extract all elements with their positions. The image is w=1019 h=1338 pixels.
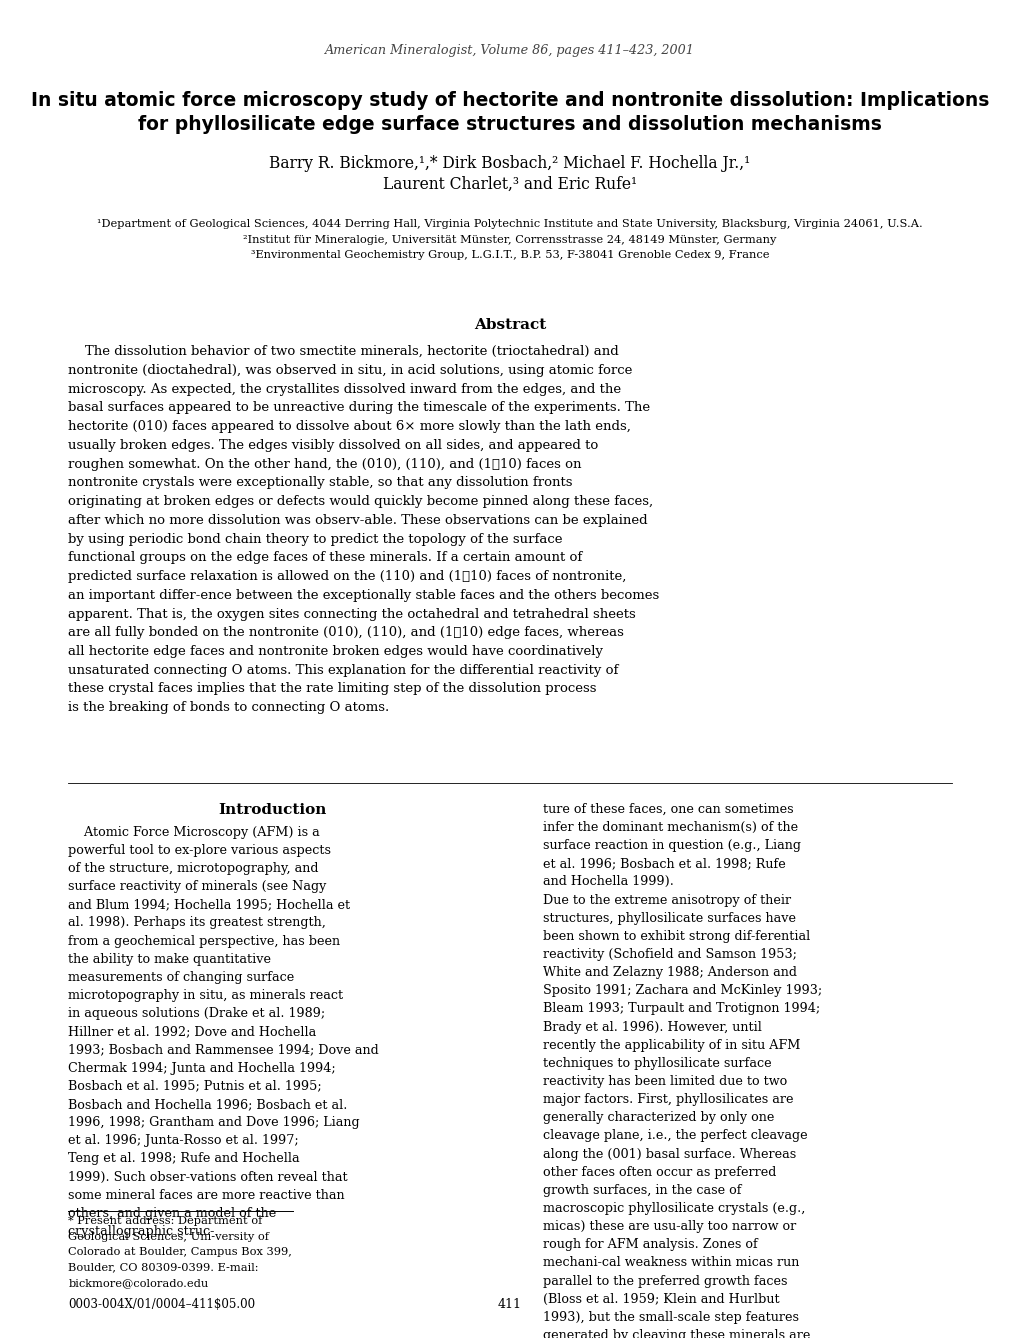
Text: surface reaction in question (e.g., Liang: surface reaction in question (e.g., Lian… bbox=[542, 839, 800, 852]
Text: and Blum 1994; Hochella 1995; Hochella et: and Blum 1994; Hochella 1995; Hochella e… bbox=[68, 898, 351, 911]
Text: by using periodic bond chain theory to predict the topology of the surface: by using periodic bond chain theory to p… bbox=[68, 533, 562, 546]
Text: basal surfaces appeared to be unreactive during the timescale of the experiments: basal surfaces appeared to be unreactive… bbox=[68, 401, 650, 415]
Text: 1996, 1998; Grantham and Dove 1996; Liang: 1996, 1998; Grantham and Dove 1996; Lian… bbox=[68, 1116, 360, 1129]
Text: ¹Department of Geological Sciences, 4044 Derring Hall, Virginia Polytechnic Inst: ¹Department of Geological Sciences, 4044… bbox=[97, 219, 922, 229]
Text: In situ atomic force microscopy study of hectorite and nontronite dissolution: I: In situ atomic force microscopy study of… bbox=[31, 91, 988, 110]
Text: 1993; Bosbach and Rammensee 1994; Dove and: 1993; Bosbach and Rammensee 1994; Dove a… bbox=[68, 1044, 379, 1057]
Text: reactivity (Schofield and Samson 1953;: reactivity (Schofield and Samson 1953; bbox=[542, 947, 796, 961]
Text: Teng et al. 1998; Rufe and Hochella: Teng et al. 1998; Rufe and Hochella bbox=[68, 1152, 300, 1165]
Text: ture of these faces, one can sometimes: ture of these faces, one can sometimes bbox=[542, 803, 793, 816]
Text: mechani-cal weakness within micas run: mechani-cal weakness within micas run bbox=[542, 1256, 798, 1270]
Text: some mineral faces are more reactive than: some mineral faces are more reactive tha… bbox=[68, 1188, 344, 1202]
Text: are all fully bonded on the nontronite (010), (110), and (1͕10) edge faces, wher: are all fully bonded on the nontronite (… bbox=[68, 626, 624, 640]
Text: ²Institut für Mineralogie, Universität Münster, Corrensstrasse 24, 48149 Münster: ²Institut für Mineralogie, Universität M… bbox=[244, 234, 775, 245]
Text: Due to the extreme anisotropy of their: Due to the extreme anisotropy of their bbox=[542, 894, 790, 907]
Text: techniques to phyllosilicate surface: techniques to phyllosilicate surface bbox=[542, 1057, 770, 1070]
Text: surface reactivity of minerals (see Nagy: surface reactivity of minerals (see Nagy bbox=[68, 880, 326, 894]
Text: macroscopic phyllosilicate crystals (e.g.,: macroscopic phyllosilicate crystals (e.g… bbox=[542, 1202, 804, 1215]
Text: originating at broken edges or defects would quickly become pinned along these f: originating at broken edges or defects w… bbox=[68, 495, 653, 508]
Text: Introduction: Introduction bbox=[218, 803, 327, 816]
Text: et al. 1996; Junta-Rosso et al. 1997;: et al. 1996; Junta-Rosso et al. 1997; bbox=[68, 1135, 299, 1147]
Text: White and Zelazny 1988; Anderson and: White and Zelazny 1988; Anderson and bbox=[542, 966, 796, 979]
Text: parallel to the preferred growth faces: parallel to the preferred growth faces bbox=[542, 1275, 787, 1287]
Text: other faces often occur as preferred: other faces often occur as preferred bbox=[542, 1165, 775, 1179]
Text: nontronite (dioctahedral), was observed in situ, in acid solutions, using atomic: nontronite (dioctahedral), was observed … bbox=[68, 364, 632, 377]
Text: * Present address: Department of: * Present address: Department of bbox=[68, 1216, 263, 1227]
Text: roughen somewhat. On the other hand, the (010), (110), and (1͕10) faces on: roughen somewhat. On the other hand, the… bbox=[68, 458, 581, 471]
Text: rough for AFM analysis. Zones of: rough for AFM analysis. Zones of bbox=[542, 1238, 757, 1251]
Text: Bosbach and Hochella 1996; Bosbach et al.: Bosbach and Hochella 1996; Bosbach et al… bbox=[68, 1098, 347, 1111]
Text: after which no more dissolution was observ-able. These observations can be expla: after which no more dissolution was obse… bbox=[68, 514, 647, 527]
Text: Geological Sciences, Uni-versity of: Geological Sciences, Uni-versity of bbox=[68, 1232, 269, 1242]
Text: Atomic Force Microscopy (AFM) is a: Atomic Force Microscopy (AFM) is a bbox=[68, 826, 320, 839]
Text: ³Environmental Geochemistry Group, L.G.I.T., B.P. 53, F-38041 Grenoble Cedex 9, : ³Environmental Geochemistry Group, L.G.I… bbox=[251, 250, 768, 260]
Text: unsaturated connecting O atoms. This explanation for the differential reactivity: unsaturated connecting O atoms. This exp… bbox=[68, 664, 619, 677]
Text: The dissolution behavior of two smectite minerals, hectorite (trioctahedral) and: The dissolution behavior of two smectite… bbox=[68, 345, 619, 359]
Text: for phyllosilicate edge surface structures and dissolution mechanisms: for phyllosilicate edge surface structur… bbox=[138, 115, 881, 134]
Text: been shown to exhibit strong dif-ferential: been shown to exhibit strong dif-ferenti… bbox=[542, 930, 809, 943]
Text: generated by cleaving these minerals are: generated by cleaving these minerals are bbox=[542, 1329, 809, 1338]
Text: major factors. First, phyllosilicates are: major factors. First, phyllosilicates ar… bbox=[542, 1093, 793, 1107]
Text: cleavage plane, i.e., the perfect cleavage: cleavage plane, i.e., the perfect cleava… bbox=[542, 1129, 806, 1143]
Text: Colorado at Boulder, Campus Box 399,: Colorado at Boulder, Campus Box 399, bbox=[68, 1247, 291, 1258]
Text: Chermak 1994; Junta and Hochella 1994;: Chermak 1994; Junta and Hochella 1994; bbox=[68, 1061, 335, 1074]
Text: microscopy. As expected, the crystallites dissolved inward from the edges, and t: microscopy. As expected, the crystallite… bbox=[68, 383, 621, 396]
Text: Abstract: Abstract bbox=[474, 318, 545, 332]
Text: American Mineralogist, Volume 86, pages 411–423, 2001: American Mineralogist, Volume 86, pages … bbox=[325, 44, 694, 58]
Text: apparent. That is, the oxygen sites connecting the octahedral and tetrahedral sh: apparent. That is, the oxygen sites conn… bbox=[68, 607, 636, 621]
Text: micas) these are usu-ally too narrow or: micas) these are usu-ally too narrow or bbox=[542, 1220, 795, 1234]
Text: Boulder, CO 80309-0399. E-mail:: Boulder, CO 80309-0399. E-mail: bbox=[68, 1263, 259, 1272]
Text: Barry R. Bickmore,¹,* Dirk Bosbach,² Michael F. Hochella Jr.,¹: Barry R. Bickmore,¹,* Dirk Bosbach,² Mic… bbox=[269, 155, 750, 171]
Text: these crystal faces implies that the rate limiting step of the dissolution proce: these crystal faces implies that the rat… bbox=[68, 682, 596, 696]
Text: all hectorite edge faces and nontronite broken edges would have coordinatively: all hectorite edge faces and nontronite … bbox=[68, 645, 603, 658]
Text: (Bloss et al. 1959; Klein and Hurlbut: (Bloss et al. 1959; Klein and Hurlbut bbox=[542, 1293, 779, 1306]
Text: bickmore@colorado.edu: bickmore@colorado.edu bbox=[68, 1278, 209, 1288]
Text: recently the applicability of in situ AFM: recently the applicability of in situ AF… bbox=[542, 1038, 799, 1052]
Text: 1999). Such obser-vations often reveal that: 1999). Such obser-vations often reveal t… bbox=[68, 1171, 347, 1184]
Text: Laurent Charlet,³ and Eric Rufe¹: Laurent Charlet,³ and Eric Rufe¹ bbox=[382, 177, 637, 193]
Text: the ability to make quantitative: the ability to make quantitative bbox=[68, 953, 271, 966]
Text: Bleam 1993; Turpault and Trotignon 1994;: Bleam 1993; Turpault and Trotignon 1994; bbox=[542, 1002, 819, 1016]
Text: predicted surface relaxation is allowed on the (110) and (1͕10) faces of nontron: predicted surface relaxation is allowed … bbox=[68, 570, 626, 583]
Text: hectorite (010) faces appeared to dissolve about 6× more slowly than the lath en: hectorite (010) faces appeared to dissol… bbox=[68, 420, 631, 434]
Text: microtopography in situ, as minerals react: microtopography in situ, as minerals rea… bbox=[68, 989, 343, 1002]
Text: infer the dominant mechanism(s) of the: infer the dominant mechanism(s) of the bbox=[542, 822, 797, 834]
Text: Sposito 1991; Zachara and McKinley 1993;: Sposito 1991; Zachara and McKinley 1993; bbox=[542, 985, 821, 997]
Text: structures, phyllosilicate surfaces have: structures, phyllosilicate surfaces have bbox=[542, 911, 795, 925]
Text: reactivity has been limited due to two: reactivity has been limited due to two bbox=[542, 1074, 786, 1088]
Text: generally characterized by only one: generally characterized by only one bbox=[542, 1112, 773, 1124]
Text: 1993), but the small-scale step features: 1993), but the small-scale step features bbox=[542, 1311, 798, 1323]
Text: in aqueous solutions (Drake et al. 1989;: in aqueous solutions (Drake et al. 1989; bbox=[68, 1008, 325, 1020]
Text: et al. 1996; Bosbach et al. 1998; Rufe: et al. 1996; Bosbach et al. 1998; Rufe bbox=[542, 858, 785, 870]
Text: growth surfaces, in the case of: growth surfaces, in the case of bbox=[542, 1184, 741, 1196]
Text: an important differ-ence between the exceptionally stable faces and the others b: an important differ-ence between the exc… bbox=[68, 589, 659, 602]
Text: measurements of changing surface: measurements of changing surface bbox=[68, 971, 294, 983]
Text: usually broken edges. The edges visibly dissolved on all sides, and appeared to: usually broken edges. The edges visibly … bbox=[68, 439, 598, 452]
Text: Brady et al. 1996). However, until: Brady et al. 1996). However, until bbox=[542, 1021, 761, 1033]
Text: 411: 411 bbox=[497, 1298, 522, 1311]
Text: is the breaking of bonds to connecting O atoms.: is the breaking of bonds to connecting O… bbox=[68, 701, 389, 714]
Text: from a geochemical perspective, has been: from a geochemical perspective, has been bbox=[68, 934, 340, 947]
Text: along the (001) basal surface. Whereas: along the (001) basal surface. Whereas bbox=[542, 1148, 795, 1160]
Text: nontronite crystals were exceptionally stable, so that any dissolution fronts: nontronite crystals were exceptionally s… bbox=[68, 476, 573, 490]
Text: functional groups on the edge faces of these minerals. If a certain amount of: functional groups on the edge faces of t… bbox=[68, 551, 582, 565]
Text: of the structure, microtopography, and: of the structure, microtopography, and bbox=[68, 862, 319, 875]
Text: others, and given a model of the: others, and given a model of the bbox=[68, 1207, 276, 1220]
Text: powerful tool to ex-plore various aspects: powerful tool to ex-plore various aspect… bbox=[68, 844, 331, 856]
Text: and Hochella 1999).: and Hochella 1999). bbox=[542, 875, 673, 888]
Text: crystallographic struc-: crystallographic struc- bbox=[68, 1224, 215, 1238]
Text: al. 1998). Perhaps its greatest strength,: al. 1998). Perhaps its greatest strength… bbox=[68, 917, 326, 930]
Text: Bosbach et al. 1995; Putnis et al. 1995;: Bosbach et al. 1995; Putnis et al. 1995; bbox=[68, 1080, 322, 1093]
Text: Hillner et al. 1992; Dove and Hochella: Hillner et al. 1992; Dove and Hochella bbox=[68, 1025, 316, 1038]
Text: 0003-004X/01/0004–411$05.00: 0003-004X/01/0004–411$05.00 bbox=[68, 1298, 255, 1311]
